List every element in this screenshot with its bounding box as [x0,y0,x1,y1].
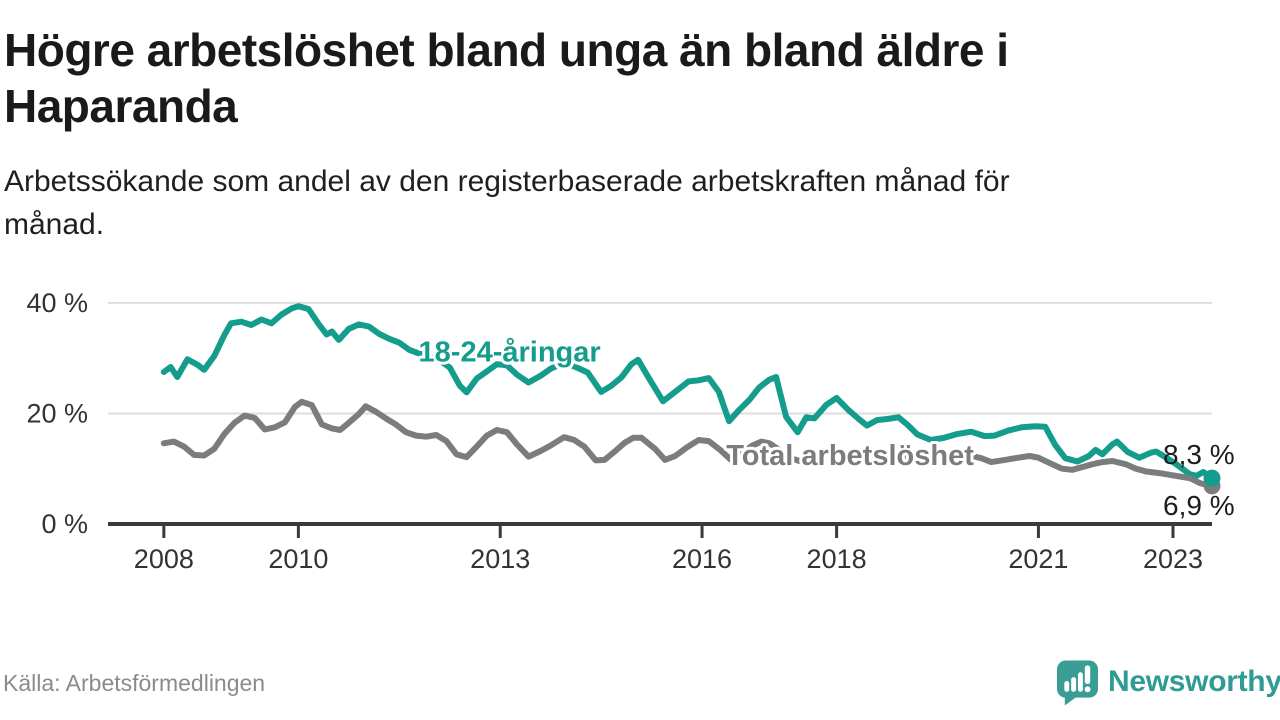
y-tick-label: 20 % [26,398,88,428]
source-caption: Källa: Arbetsförmedlingen [3,670,266,696]
x-tick-label: 2021 [1008,544,1068,574]
youth-18-24-line [160,303,1215,482]
y-tick-label: 40 % [26,288,88,318]
total-unemployment-line [160,398,1215,489]
x-tick-label: 2010 [268,544,328,574]
total-unemployment-end-label: 6,9 % [1163,490,1235,521]
newsworthy-logo: Newsworthy [1056,658,1280,706]
x-tick-label: 2013 [470,544,530,574]
x-tick-label: 2018 [807,544,867,574]
page-subtitle: Arbetssökande som andel av den registerb… [4,165,1010,242]
youth-18-24-label: 18-24-åringar [419,337,601,369]
newsworthy-wordmark: Newsworthy [1108,665,1280,698]
x-tick-label: 2008 [134,544,194,574]
bar-chart-speech-bubble-icon [1056,659,1099,706]
total-unemployment-label: Total arbetslöshet [726,440,974,472]
x-tick-label: 2016 [672,544,732,574]
x-tick-label: 2023 [1143,544,1203,574]
page-title: Högre arbetslöshet bland unga än bland ä… [4,24,1009,133]
youth-18-24-end-label: 8,3 % [1163,439,1235,470]
y-tick-label: 0 % [41,509,88,539]
youth-18-24-end-dot [1203,469,1221,487]
